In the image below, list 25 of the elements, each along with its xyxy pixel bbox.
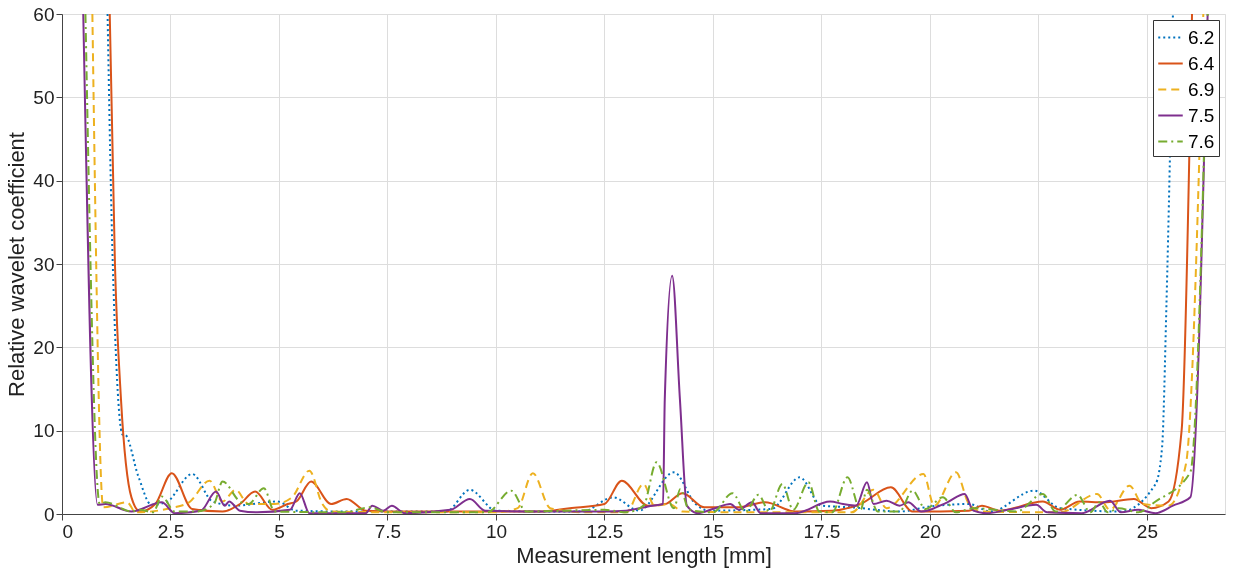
y-tick-label: 20: [33, 336, 55, 358]
y-tick-label: 60: [33, 3, 55, 25]
x-tick-label: 2.5: [157, 520, 185, 542]
y-axis-title: Relative wavelet coefficient: [4, 132, 30, 397]
x-tick-label: 20: [919, 520, 941, 542]
x-tick-label: 17.5: [803, 520, 841, 542]
legend-label: 6.4: [1188, 52, 1215, 74]
legend-label: 6.9: [1188, 78, 1215, 100]
x-tick-label: 5: [274, 520, 285, 542]
x-tick-label: 12.5: [586, 520, 624, 542]
y-tick-label: 40: [33, 170, 55, 192]
x-tick-label: 7.5: [374, 520, 402, 542]
legend-label: 7.5: [1188, 104, 1215, 126]
x-tick-label: 22.5: [1020, 520, 1058, 542]
y-tick-label: 0: [43, 503, 55, 525]
x-tick-label: 10: [485, 520, 508, 542]
y-tick-label: 30: [33, 253, 55, 275]
x-tick-label: 15: [702, 520, 724, 542]
legend-label: 7.6: [1188, 130, 1215, 152]
x-axis-title: Measurement length [mm]: [516, 542, 772, 568]
y-tick-label: 50: [33, 86, 55, 108]
y-tick-label: 10: [33, 420, 55, 442]
x-tick-label: 25: [1136, 520, 1158, 542]
legend-label: 6.2: [1188, 26, 1215, 48]
x-tick-label: 0: [62, 520, 74, 542]
